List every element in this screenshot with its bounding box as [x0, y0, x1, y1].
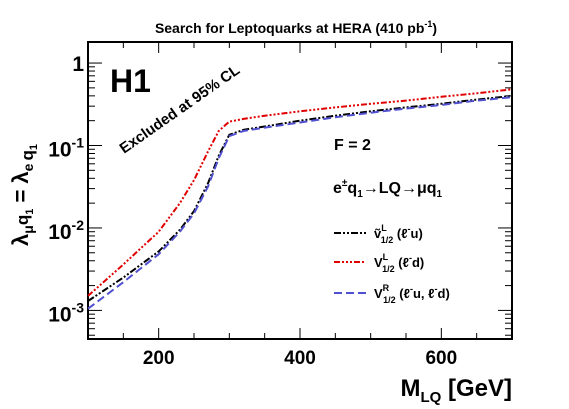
y-tick-label: 10-3	[48, 299, 84, 326]
title-end: )	[432, 20, 437, 36]
title-superscript: -1	[424, 19, 432, 29]
legend-label-3: VR 1/2 (ℓ-u, ℓ-d)	[374, 283, 450, 305]
x-tick-label: 400	[284, 348, 316, 369]
legend: ṽL 1/2 (ℓ-u) VL 1/2 (ℓ-d) VR 1/2 (ℓ-u, ℓ-d)	[334, 223, 450, 305]
x-tick-label: 600	[425, 348, 457, 369]
legend-label-2: VL 1/2 (ℓ-d)	[374, 252, 424, 274]
legend-label-1: ṽL 1/2 (ℓ-u)	[374, 223, 423, 245]
h1-logo: H1	[110, 63, 151, 99]
axes: 200 400 600 1 10-1 10-2 10-3	[48, 42, 513, 369]
x-tick-label: 200	[143, 348, 175, 369]
y-tick-label: 10-2	[48, 217, 84, 244]
process-annotation: e±q1→LQ→μq1	[333, 178, 443, 200]
x-axis-label: MLQ [GeV]	[400, 375, 512, 406]
limit-curve-1	[87, 94, 513, 302]
chart-title: Search for Leptoquarks at HERA (410 pb-1…	[155, 19, 437, 36]
y-tick-label: 10-1	[48, 135, 84, 162]
limit-curves	[87, 88, 513, 310]
y-tick-label: 1	[72, 53, 84, 76]
f-annotation: F = 2	[334, 137, 371, 154]
y-axis-label: λμq1 = λeq1	[8, 144, 40, 246]
limit-curve-2	[87, 88, 513, 297]
limit-curve-3	[87, 96, 513, 310]
